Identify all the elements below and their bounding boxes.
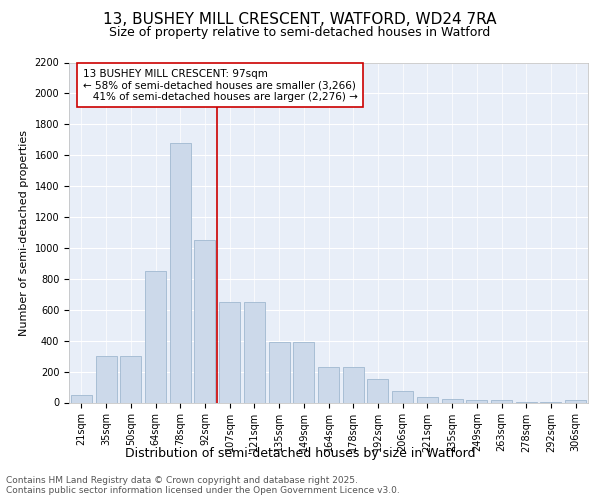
Bar	[367, 378, 388, 402]
Text: Distribution of semi-detached houses by size in Watford: Distribution of semi-detached houses by …	[125, 448, 475, 460]
Text: 13, BUSHEY MILL CRESCENT, WATFORD, WD24 7RA: 13, BUSHEY MILL CRESCENT, WATFORD, WD24 …	[103, 12, 497, 28]
Bar	[442, 398, 463, 402]
Bar	[145, 271, 166, 402]
Bar	[219, 302, 240, 402]
Bar	[565, 400, 586, 402]
Bar	[95, 356, 116, 403]
Bar	[318, 367, 339, 402]
Bar	[417, 397, 438, 402]
Bar	[170, 143, 191, 403]
Y-axis label: Number of semi-detached properties: Number of semi-detached properties	[19, 130, 29, 336]
Bar	[120, 356, 141, 403]
Bar	[71, 395, 92, 402]
Bar	[293, 342, 314, 402]
Text: Size of property relative to semi-detached houses in Watford: Size of property relative to semi-detach…	[109, 26, 491, 39]
Text: Contains HM Land Registry data © Crown copyright and database right 2025.
Contai: Contains HM Land Registry data © Crown c…	[6, 476, 400, 495]
Bar	[343, 367, 364, 402]
Bar	[244, 302, 265, 402]
Bar	[466, 400, 487, 402]
Text: 13 BUSHEY MILL CRESCENT: 97sqm
← 58% of semi-detached houses are smaller (3,266): 13 BUSHEY MILL CRESCENT: 97sqm ← 58% of …	[83, 68, 358, 102]
Bar	[392, 391, 413, 402]
Bar	[269, 342, 290, 402]
Bar	[194, 240, 215, 402]
Bar	[491, 400, 512, 402]
